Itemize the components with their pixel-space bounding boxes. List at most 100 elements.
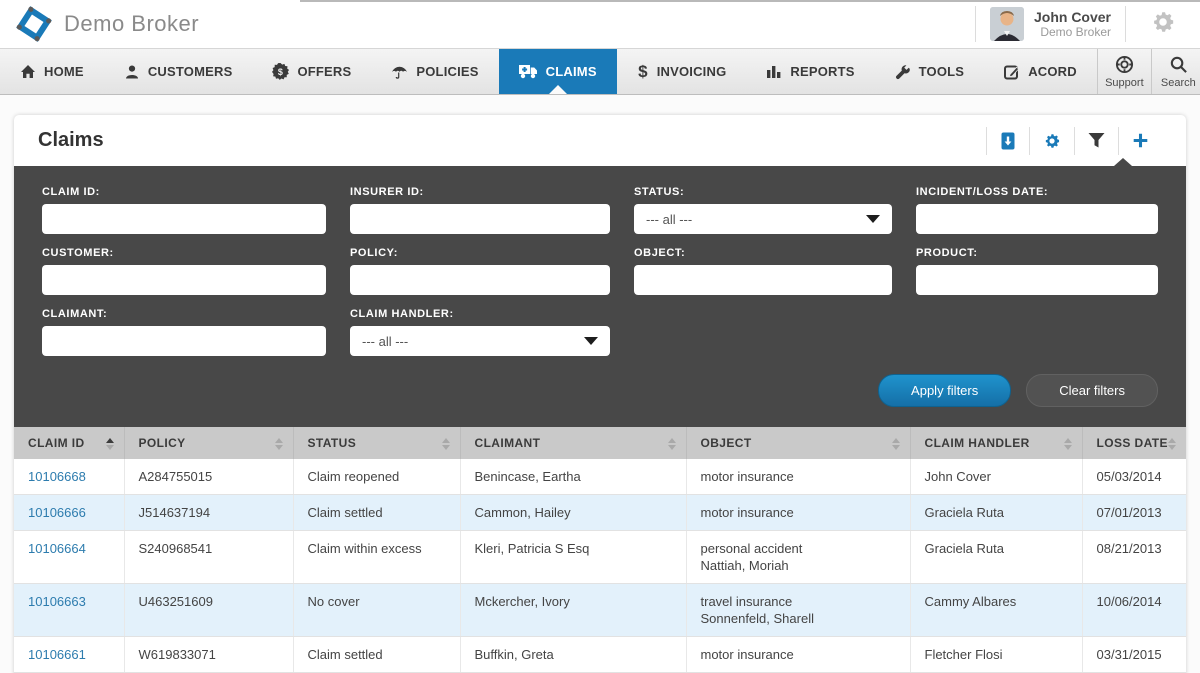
filter-label: INCIDENT/LOSS DATE: bbox=[916, 186, 1049, 198]
brand-logo-icon bbox=[16, 6, 52, 42]
nav-label: ACORD bbox=[1028, 64, 1077, 79]
app-header: Demo Broker John Cover Demo Broker bbox=[0, 0, 1200, 48]
brand-name: Demo Broker bbox=[64, 11, 200, 36]
filter-panel-notch bbox=[1114, 158, 1132, 166]
chevron-down-icon bbox=[584, 337, 598, 345]
nav-item-acord[interactable]: ACORD bbox=[984, 49, 1097, 94]
lifebuoy-icon bbox=[1115, 55, 1133, 73]
insurer-id-input[interactable] bbox=[350, 204, 610, 234]
column-label: CLAIMANT bbox=[474, 436, 541, 450]
status-select[interactable]: --- all --- bbox=[634, 204, 892, 234]
cell-claimant: Cammon, Hailey bbox=[460, 494, 687, 531]
nav-item-invoicing[interactable]: $ INVOICING bbox=[617, 49, 747, 94]
cell-claim-handler: Graciela Ruta bbox=[910, 494, 1083, 531]
column-header-claimant[interactable]: CLAIMANT bbox=[460, 427, 687, 459]
ambulance-icon bbox=[518, 65, 537, 79]
column-header-object[interactable]: OBJECT bbox=[686, 427, 911, 459]
nav-item-tools[interactable]: TOOLS bbox=[875, 49, 985, 94]
add-plus-icon[interactable] bbox=[1118, 126, 1162, 155]
cell-object: personal accident Nattiah, Moriah bbox=[686, 530, 911, 584]
filter-field-claimant: CLAIMANT: bbox=[42, 308, 326, 356]
search-icon bbox=[1170, 56, 1187, 73]
cell-status: Claim settled bbox=[293, 636, 461, 673]
table-header-row: CLAIM ID POLICY STATUS CLAIMANT bbox=[14, 427, 1186, 459]
object-input[interactable] bbox=[634, 265, 892, 295]
nav-label: CUSTOMERS bbox=[147, 64, 233, 79]
user-role: Demo Broker bbox=[1040, 25, 1111, 39]
customer-input[interactable] bbox=[42, 265, 326, 295]
claim-link[interactable]: 10106668 bbox=[28, 469, 86, 484]
cell-object: motor insurance bbox=[686, 494, 911, 531]
sort-icon bbox=[1168, 438, 1176, 450]
nav-label: REPORTS bbox=[790, 64, 855, 79]
cell-claim-handler: John Cover bbox=[910, 459, 1083, 495]
settings-gear-icon[interactable] bbox=[1140, 9, 1186, 40]
nav-item-reports[interactable]: REPORTS bbox=[746, 49, 874, 94]
nav-item-policies[interactable]: POLICIES bbox=[371, 49, 498, 94]
filter-funnel-icon[interactable] bbox=[1074, 126, 1118, 155]
clear-filters-button[interactable]: Clear filters bbox=[1026, 374, 1158, 407]
column-header-policy[interactable]: POLICY bbox=[124, 427, 294, 459]
column-header-claim-id[interactable]: CLAIM ID bbox=[14, 427, 125, 459]
cell-claim-id: 10106663 bbox=[14, 583, 125, 637]
claims-toolbar bbox=[986, 126, 1162, 155]
cell-claimant: Buffkin, Greta bbox=[460, 636, 687, 673]
column-label: LOSS DATE bbox=[1096, 436, 1168, 450]
sort-icon bbox=[441, 438, 450, 450]
cell-loss-date: 03/31/2015 bbox=[1082, 636, 1186, 673]
column-header-status[interactable]: STATUS bbox=[293, 427, 461, 459]
support-button[interactable]: Support bbox=[1096, 49, 1151, 94]
nav-label: TOOLS bbox=[918, 64, 965, 79]
cell-status: No cover bbox=[293, 583, 461, 637]
nav-label: HOME bbox=[44, 64, 84, 79]
table-row: 10106666 J514637194 Claim settled Cammon… bbox=[14, 494, 1186, 531]
brand: Demo Broker bbox=[14, 4, 199, 44]
cell-claim-id: 10106661 bbox=[14, 636, 125, 673]
sort-icon bbox=[667, 438, 676, 450]
offer-badge-icon: $ bbox=[272, 63, 290, 80]
nav-label: POLICIES bbox=[416, 64, 479, 79]
column-header-claim-handler[interactable]: CLAIM HANDLER bbox=[910, 427, 1083, 459]
user-name: John Cover bbox=[1033, 9, 1111, 25]
nav-item-customers[interactable]: CUSTOMERS bbox=[104, 49, 253, 94]
filter-field-customer: CUSTOMER: bbox=[42, 247, 326, 295]
claim-link[interactable]: 10106666 bbox=[28, 505, 86, 520]
claims-card-header: Claims bbox=[14, 115, 1186, 166]
cell-claim-id: 10106666 bbox=[14, 494, 125, 531]
column-header-loss-date[interactable]: LOSS DATE bbox=[1082, 427, 1186, 459]
claimant-input[interactable] bbox=[42, 326, 326, 356]
cell-loss-date: 05/03/2014 bbox=[1082, 459, 1186, 495]
claim-handler-select-value: --- all --- bbox=[362, 333, 409, 349]
nav-item-offers[interactable]: $ OFFERS bbox=[252, 49, 371, 94]
incident-loss-date-input[interactable] bbox=[916, 204, 1158, 234]
wrench-icon bbox=[895, 64, 910, 79]
claim-link[interactable]: 10106661 bbox=[28, 647, 86, 662]
filter-panel: CLAIM ID: INSURER ID: STATUS: --- all --… bbox=[14, 158, 1186, 427]
claim-link[interactable]: 10106663 bbox=[28, 594, 86, 609]
apply-filters-button[interactable]: Apply filters bbox=[878, 374, 1012, 407]
sort-icon bbox=[274, 438, 283, 450]
filter-field-product: PRODUCT: bbox=[916, 247, 1158, 295]
divider bbox=[974, 6, 976, 42]
cell-status: Claim within excess bbox=[293, 530, 461, 584]
nav-item-home[interactable]: HOME bbox=[0, 49, 104, 94]
cell-status: Claim settled bbox=[293, 494, 461, 531]
settings-gear-icon[interactable] bbox=[1029, 126, 1074, 155]
claim-handler-select[interactable]: --- all --- bbox=[350, 326, 610, 356]
umbrella-icon bbox=[392, 66, 408, 79]
search-button[interactable]: Search bbox=[1150, 49, 1200, 94]
cell-policy: J514637194 bbox=[124, 494, 294, 531]
claim-id-input[interactable] bbox=[42, 204, 326, 234]
nav-item-claims[interactable]: CLAIMS bbox=[498, 49, 617, 94]
policy-input[interactable] bbox=[350, 265, 610, 295]
bar-chart-icon bbox=[767, 66, 781, 78]
cell-object: motor insurance bbox=[686, 636, 911, 673]
user-menu[interactable]: John Cover Demo Broker bbox=[989, 7, 1111, 41]
column-label: CLAIM ID bbox=[28, 436, 85, 450]
claim-link[interactable]: 10106664 bbox=[28, 541, 86, 556]
product-input[interactable] bbox=[916, 265, 1158, 295]
cell-claim-handler: Fletcher Flosi bbox=[910, 636, 1083, 673]
filter-field-claim-handler: CLAIM HANDLER: --- all --- bbox=[350, 308, 610, 356]
cell-object: travel insurance Sonnenfeld, Sharell bbox=[686, 583, 911, 637]
export-document-icon[interactable] bbox=[986, 126, 1029, 155]
